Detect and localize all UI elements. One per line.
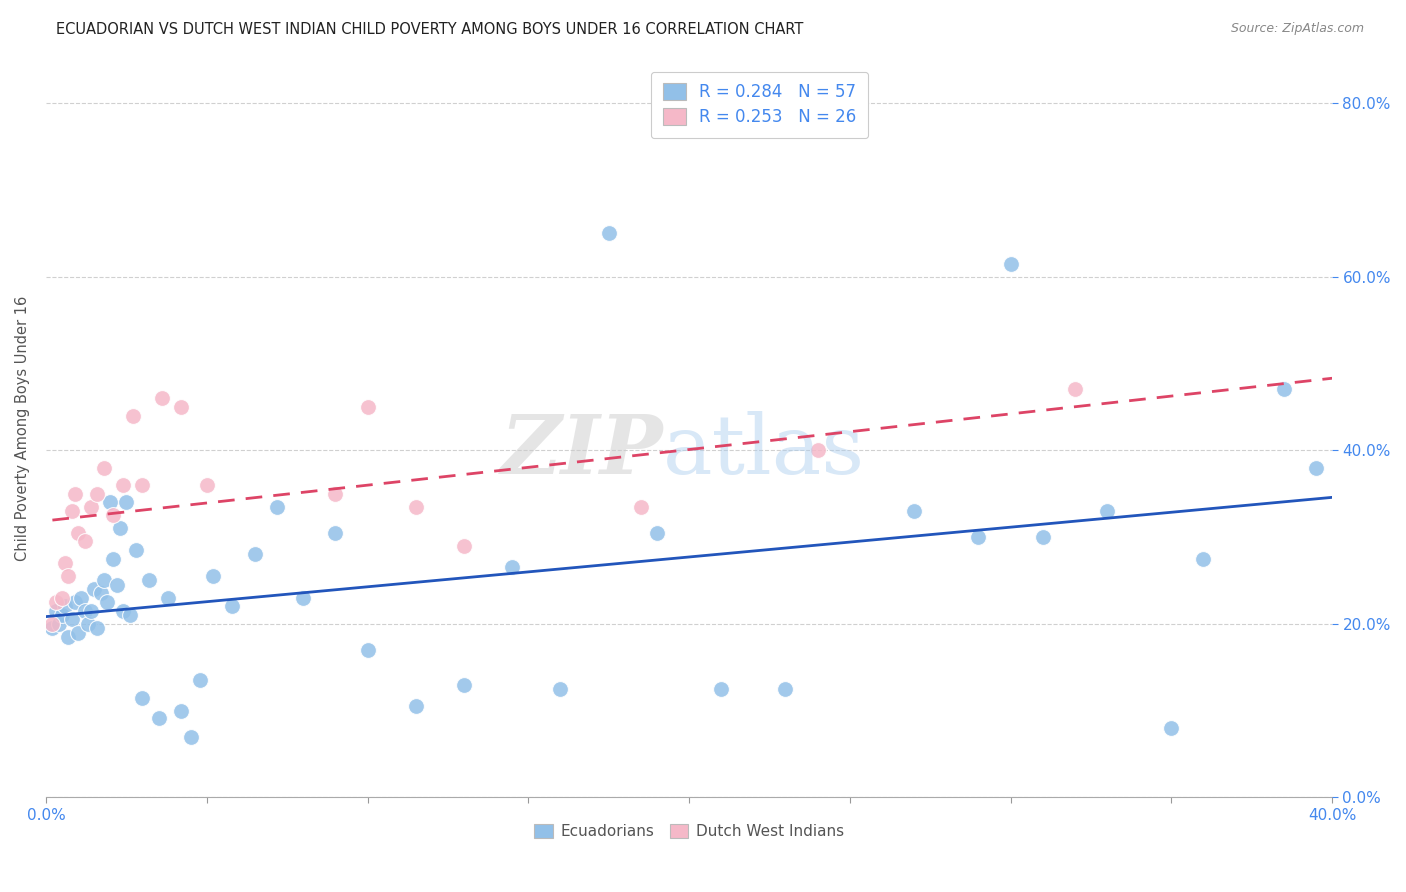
Point xyxy=(243,548,266,562)
Text: ZIP: ZIP xyxy=(501,410,664,491)
Point xyxy=(58,630,80,644)
Point xyxy=(710,681,733,696)
Point xyxy=(775,681,797,696)
Point xyxy=(157,591,180,605)
Point xyxy=(41,621,63,635)
Point xyxy=(131,478,153,492)
Point xyxy=(115,495,138,509)
Point xyxy=(63,595,86,609)
Point xyxy=(76,616,98,631)
Point xyxy=(903,504,925,518)
Point xyxy=(60,613,83,627)
Point xyxy=(453,677,475,691)
Point xyxy=(188,673,211,688)
Point xyxy=(58,569,80,583)
Point xyxy=(63,486,86,500)
Point xyxy=(180,730,202,744)
Point xyxy=(118,608,141,623)
Legend: Ecuadorians, Dutch West Indians: Ecuadorians, Dutch West Indians xyxy=(529,818,849,845)
Point xyxy=(51,608,73,623)
Point xyxy=(453,539,475,553)
Point xyxy=(98,495,121,509)
Point xyxy=(103,551,125,566)
Point xyxy=(112,478,135,492)
Point xyxy=(1063,383,1085,397)
Point xyxy=(67,625,90,640)
Point xyxy=(356,643,378,657)
Point xyxy=(967,530,990,544)
Point xyxy=(405,500,427,514)
Point xyxy=(325,486,347,500)
Point xyxy=(90,586,112,600)
Text: ECUADORIAN VS DUTCH WEST INDIAN CHILD POVERTY AMONG BOYS UNDER 16 CORRELATION CH: ECUADORIAN VS DUTCH WEST INDIAN CHILD PO… xyxy=(56,22,804,37)
Point xyxy=(221,599,243,614)
Text: atlas: atlas xyxy=(664,410,866,491)
Point xyxy=(131,690,153,705)
Point xyxy=(70,591,93,605)
Point xyxy=(67,525,90,540)
Point xyxy=(112,604,135,618)
Point xyxy=(202,569,225,583)
Point xyxy=(73,604,96,618)
Point xyxy=(53,599,76,614)
Point xyxy=(170,400,193,414)
Point xyxy=(121,409,143,423)
Point xyxy=(807,443,830,458)
Point xyxy=(105,578,128,592)
Point xyxy=(45,604,67,618)
Point xyxy=(356,400,378,414)
Point xyxy=(170,704,193,718)
Point xyxy=(80,604,103,618)
Point xyxy=(550,681,572,696)
Point xyxy=(125,543,148,558)
Point xyxy=(41,616,63,631)
Point xyxy=(103,508,125,523)
Point xyxy=(292,591,315,605)
Point xyxy=(148,710,170,724)
Point xyxy=(598,226,620,240)
Point xyxy=(86,486,108,500)
Point xyxy=(93,574,115,588)
Point xyxy=(325,525,347,540)
Point xyxy=(73,534,96,549)
Point xyxy=(1192,551,1215,566)
Point xyxy=(93,460,115,475)
Text: Source: ZipAtlas.com: Source: ZipAtlas.com xyxy=(1230,22,1364,36)
Point xyxy=(1272,383,1295,397)
Point xyxy=(60,504,83,518)
Point xyxy=(51,591,73,605)
Point xyxy=(53,556,76,570)
Point xyxy=(405,699,427,714)
Point xyxy=(138,574,160,588)
Point xyxy=(266,500,288,514)
Point xyxy=(108,521,131,535)
Point xyxy=(630,500,652,514)
Point xyxy=(645,525,668,540)
Y-axis label: Child Poverty Among Boys Under 16: Child Poverty Among Boys Under 16 xyxy=(15,296,30,561)
Point xyxy=(1095,504,1118,518)
Point xyxy=(48,616,70,631)
Point xyxy=(150,391,173,405)
Point xyxy=(501,560,523,574)
Point xyxy=(1000,257,1022,271)
Point xyxy=(1032,530,1054,544)
Point xyxy=(96,595,118,609)
Point xyxy=(80,500,103,514)
Point xyxy=(45,595,67,609)
Point xyxy=(86,621,108,635)
Point xyxy=(1160,721,1182,735)
Point xyxy=(1305,460,1327,475)
Point xyxy=(195,478,218,492)
Point xyxy=(83,582,105,596)
